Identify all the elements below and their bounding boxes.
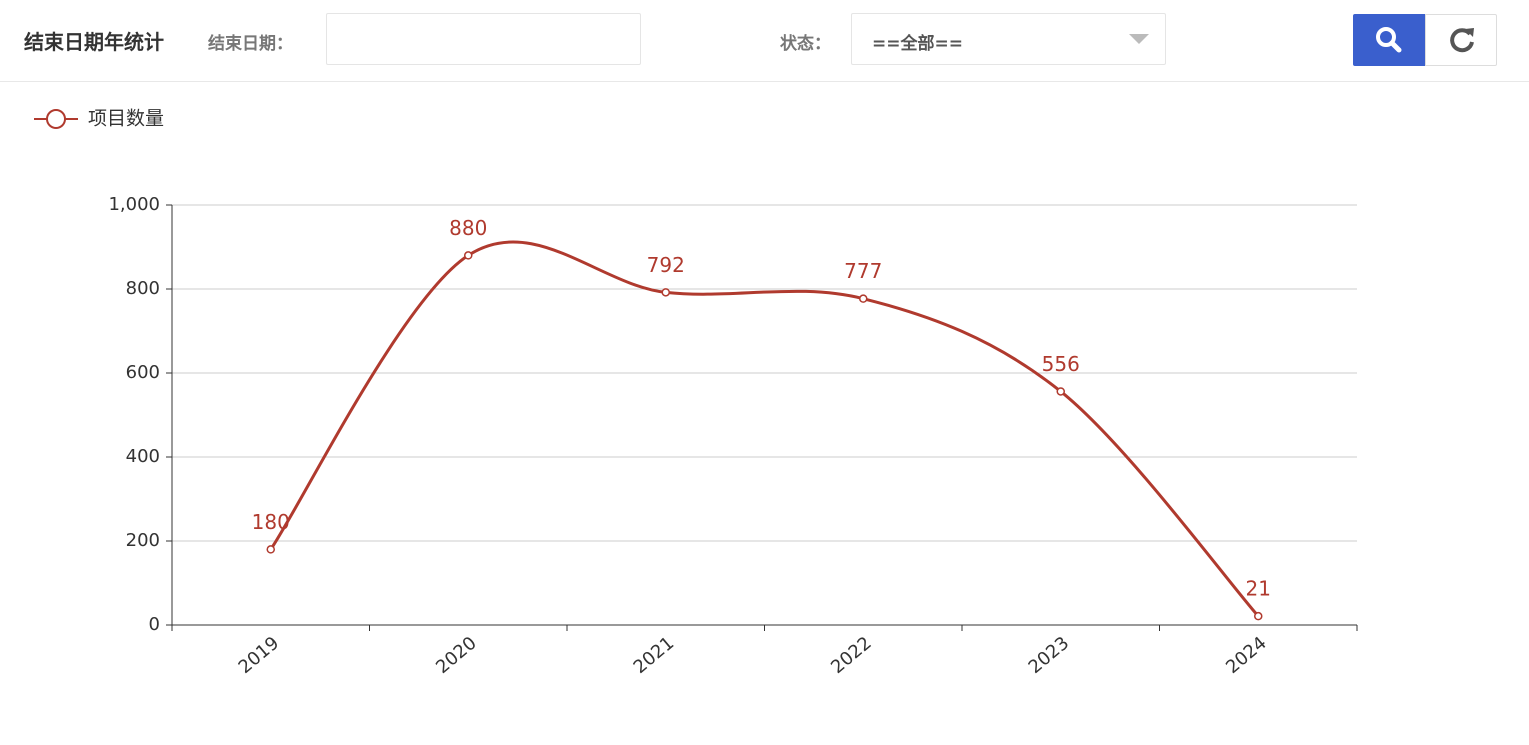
y-tick-label: 1,000 — [108, 194, 160, 215]
data-label: 792 — [647, 253, 685, 277]
x-tick-label: 2023 — [1025, 633, 1074, 679]
x-tick-label: 2020 — [432, 633, 481, 679]
point — [859, 294, 868, 303]
data-label: 21 — [1246, 577, 1271, 601]
legend-marker — [46, 109, 66, 129]
data-label: 777 — [844, 259, 882, 283]
y-tick-label: 600 — [126, 362, 160, 383]
y-tick-label: 400 — [126, 446, 160, 467]
date-label: 结束日期： — [208, 34, 293, 54]
data-label: 556 — [1042, 352, 1080, 376]
y-tick-label: 200 — [126, 530, 160, 551]
legend-label: 项目数量 — [88, 108, 164, 130]
refresh-icon — [1450, 28, 1474, 53]
x-tick-label: 2022 — [827, 633, 876, 679]
status-select[interactable]: ==全部== — [851, 13, 1166, 65]
refresh-button[interactable] — [1425, 14, 1497, 66]
y-tick-label: 800 — [126, 278, 160, 299]
status-value: ==全部== — [872, 34, 963, 54]
toolbar: 结束日期年统计 结束日期： 状态： ==全部== — [0, 0, 1529, 82]
y-tick-label: 0 — [149, 614, 160, 635]
x-tick-label: 2021 — [630, 633, 679, 679]
point — [661, 288, 670, 297]
dropdown-arrow — [1129, 34, 1149, 44]
point — [1254, 611, 1263, 621]
search-button[interactable] — [1353, 14, 1425, 66]
chart: 0 200 400 600 800 1,000 2019 2020 2021 2022 2023 20… — [34, 108, 1358, 679]
data-label: 880 — [449, 216, 487, 240]
point — [1056, 387, 1065, 396]
search-icon — [1376, 27, 1402, 53]
page-title: 结束日期年统计 — [24, 30, 164, 54]
point — [266, 545, 275, 554]
date-input[interactable] — [326, 13, 641, 65]
line — [269, 240, 1260, 618]
status-label: 状态： — [780, 34, 831, 54]
point — [464, 251, 473, 260]
data-label: 180 — [252, 510, 290, 534]
x-tick-label: 2019 — [235, 633, 284, 679]
x-tick-label: 2024 — [1222, 633, 1271, 679]
